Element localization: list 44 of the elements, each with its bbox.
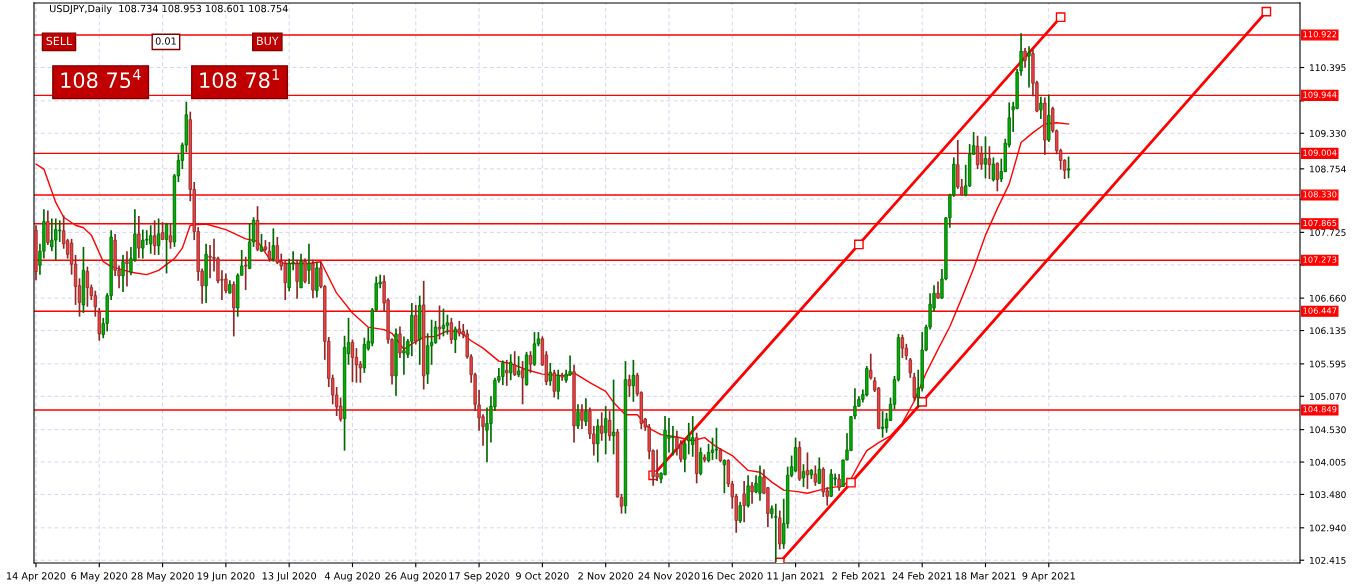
ref-line-label: 109.944 [1303, 91, 1337, 98]
x-tick-label: 6 May 2020 [71, 572, 128, 582]
x-tick-label: 24 Nov 2020 [638, 572, 700, 580]
x-tick-label: 17 Sep 2020 [449, 572, 510, 582]
x-tick-label: 19 Jun 2020 [197, 572, 255, 582]
y-tick-label: 105.595 [1310, 360, 1346, 368]
x-tick-label: 9 Apr 2021 [1022, 572, 1075, 582]
annotation: 0.01 [155, 37, 176, 45]
x-tick-label: 18 Mar 2021 [955, 572, 1016, 580]
ref-line-label: 107.865 [1303, 219, 1337, 227]
x-tick-label: 2 Nov 2020 [578, 572, 634, 580]
y-tick-label: 102.940 [1310, 524, 1346, 532]
ref-line-label: 110.922 [1303, 31, 1337, 38]
x-tick-label: 28 May 2020 [131, 572, 194, 582]
x-tick-label: 4 Aug 2020 [324, 572, 380, 582]
y-tick-label: 109.330 [1310, 130, 1346, 137]
x-tick-label: 24 Feb 2021 [892, 572, 952, 580]
y-tick-label: 105.070 [1310, 393, 1346, 400]
y-tick-label: 110.395 [1310, 64, 1346, 72]
y-tick-label: 103.480 [1310, 491, 1346, 499]
x-tick-label: 26 Aug 2020 [385, 572, 447, 582]
x-tick-label: 14 Apr 2020 [6, 572, 66, 582]
x-tick-label: 11 Jan 2021 [767, 572, 824, 582]
annotation: BUY [257, 36, 279, 46]
x-tick-label: 9 Oct 2020 [516, 572, 569, 580]
y-tick-label: 106.135 [1310, 327, 1346, 335]
x-tick-label: 2 Feb 2021 [832, 572, 886, 580]
ref-line-label: 109.004 [1303, 149, 1337, 156]
annotation: 108 78$^{1}$ [200, 69, 280, 89]
x-tick-label: 13 Jul 2020 [262, 572, 317, 582]
x-tick-label: 16 Dec 2020 [702, 572, 763, 580]
ref-line-label: 104.849 [1303, 406, 1337, 413]
chart-title: USDJPY,Daily 108.734 108.953 108.601 108.754 [50, 4, 288, 15]
y-tick-label: 108.754 [1310, 165, 1346, 173]
annotation: 108 75$^{4}$ [61, 69, 141, 89]
ref-line-label: 108.330 [1303, 191, 1337, 198]
annotation: SELL [46, 36, 73, 46]
y-tick-label: 102.415 [1310, 556, 1346, 564]
y-tick-label: 104.530 [1310, 426, 1346, 434]
ref-line-label: 106.447 [1303, 307, 1337, 314]
ref-line-label: 107.273 [1303, 256, 1337, 263]
y-tick-label: 106.660 [1310, 294, 1346, 302]
y-tick-label: 104.005 [1310, 458, 1346, 466]
y-tick-label: 107.725 [1310, 229, 1346, 236]
